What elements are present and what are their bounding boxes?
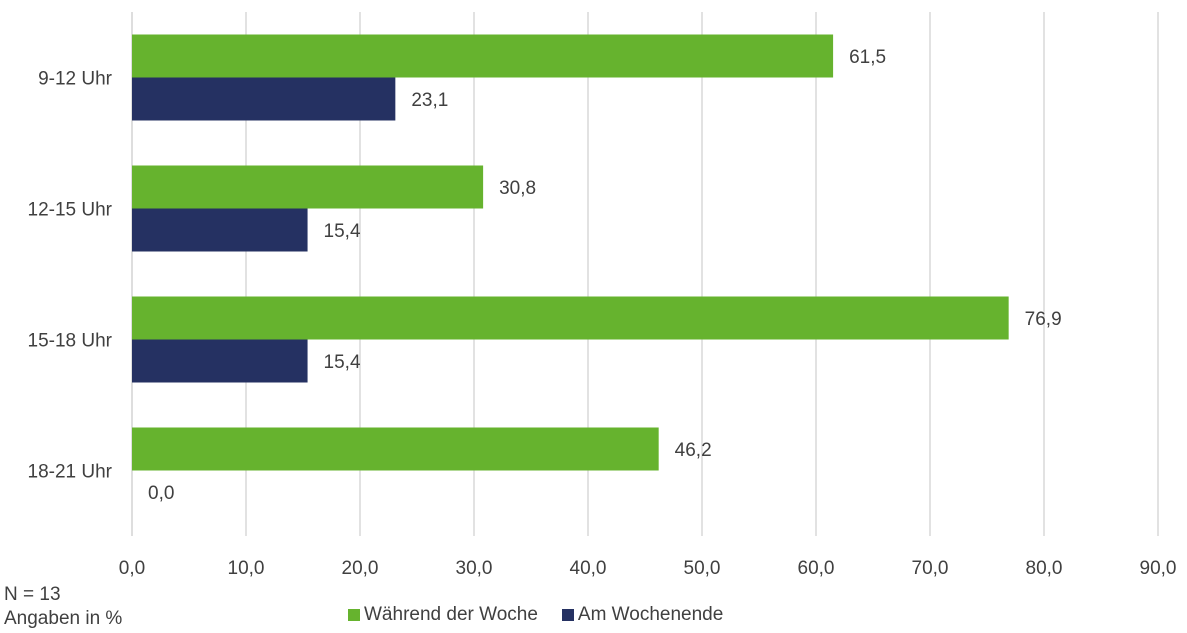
category-label: 9-12 Uhr (38, 69, 113, 90)
category-label: 12-15 Uhr (28, 200, 113, 221)
legend-label-weekend: Am Wochenende (577, 604, 724, 625)
bar (132, 296, 1009, 340)
x-tick-label: 90,0 (1140, 558, 1177, 579)
legend-swatch-weekend (561, 609, 574, 621)
category-label: 18-21 Uhr (28, 462, 113, 483)
bars-group: 61,5 23,1 30,8 15,4 76,9 15,4 46,2 0,0 (132, 34, 1062, 504)
bar (132, 77, 396, 121)
legend-item-week: Während der Woche (348, 604, 538, 626)
category-labels: 9-12 Uhr 12-15 Uhr 15-18 Uhr 18-21 Uhr (28, 69, 113, 483)
bar (132, 165, 484, 209)
data-label: 0,0 (148, 483, 174, 504)
data-label: 15,4 (324, 221, 361, 242)
bar (132, 339, 308, 383)
category-label: 15-18 Uhr (28, 331, 113, 352)
x-tick-label: 20,0 (342, 558, 379, 579)
bar (132, 208, 308, 252)
x-tick-label: 0,0 (119, 558, 145, 579)
x-tick-label: 30,0 (456, 558, 493, 579)
data-label: 23,1 (411, 90, 448, 111)
x-tick-label: 10,0 (228, 558, 265, 579)
legend-item-weekend: Am Wochenende (561, 604, 724, 626)
bar (132, 427, 659, 471)
x-tick-label: 40,0 (570, 558, 607, 579)
data-label: 30,8 (499, 178, 536, 199)
x-axis-tick-labels: 0,0 10,0 20,0 30,0 40,0 50,0 60,0 70,0 80,0 90,0 (119, 558, 1177, 579)
legend-label-week: Während der Woche (364, 604, 538, 625)
unit-note: Angaben in % (4, 608, 123, 629)
x-tick-label: 60,0 (798, 558, 835, 579)
bar-chart: 61,5 23,1 30,8 15,4 76,9 15,4 46,2 0,0 9-12 Uhr… (28, 12, 1177, 579)
data-label: 15,4 (324, 352, 361, 373)
sample-size-note: N = 13 (4, 584, 61, 605)
bar (132, 34, 834, 78)
data-label: 76,9 (1025, 309, 1062, 330)
data-label: 46,2 (675, 440, 712, 461)
legend-swatch-week (348, 609, 360, 621)
x-tick-label: 70,0 (912, 558, 949, 579)
x-tick-label: 80,0 (1026, 558, 1063, 579)
x-tick-label: 50,0 (684, 558, 721, 579)
data-label: 61,5 (849, 47, 886, 68)
legend: Während der Woche Am Wochenende (348, 604, 723, 626)
